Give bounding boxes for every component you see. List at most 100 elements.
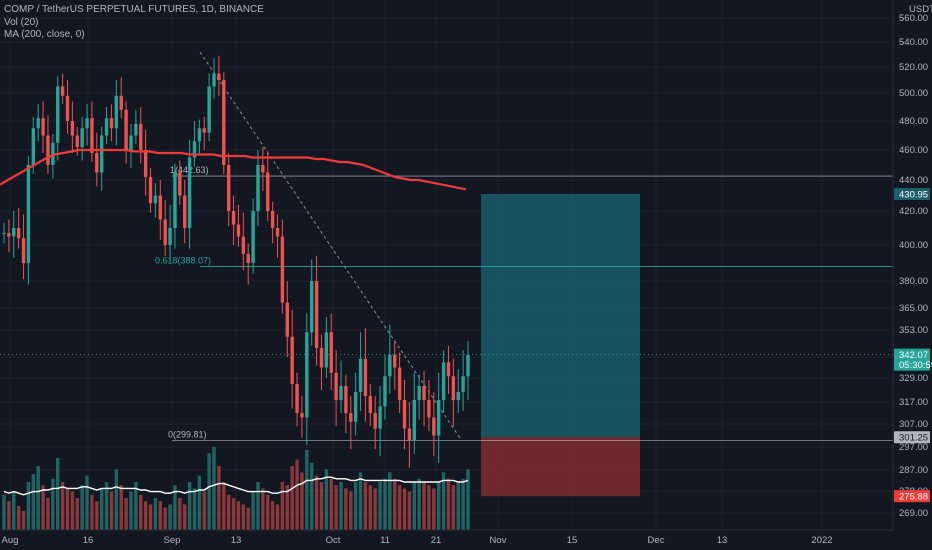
volume-bar: [139, 494, 143, 530]
candle-body: [187, 157, 192, 228]
candle-body: [26, 165, 31, 263]
candle-body: [432, 417, 436, 436]
candle-body: [436, 400, 441, 436]
volume-bar: [295, 459, 299, 530]
candle-body: [339, 386, 343, 400]
volume-bar: [256, 482, 260, 530]
time-axis-tick: Nov: [490, 535, 507, 546]
candle-body: [427, 400, 431, 418]
volume-bar: [363, 482, 368, 530]
legend-ma: MA (200, close, 0): [4, 29, 85, 40]
candle-body: [466, 354, 470, 377]
volume-bar: [353, 482, 358, 530]
countdown-badge: 05:30:59: [899, 360, 932, 371]
volume-bar: [7, 501, 11, 530]
candle-body: [236, 224, 241, 237]
volume-bar: [358, 472, 363, 530]
candle-body: [90, 118, 94, 153]
volume-bar: [202, 491, 206, 530]
candle-body: [461, 376, 465, 392]
volume-bar: [305, 450, 309, 530]
candle-body: [31, 128, 36, 165]
volume-bar: [446, 478, 451, 530]
candle-body: [256, 165, 260, 211]
volume-bar: [197, 475, 202, 530]
candle-body: [207, 86, 211, 133]
candle-body: [56, 86, 60, 143]
candle-body: [280, 236, 285, 303]
candle-body: [16, 228, 21, 239]
price-axis-tick: 307.00: [899, 419, 928, 430]
volume-bar: [441, 472, 446, 530]
fib-label-0618: 0.618(388.07): [155, 255, 211, 265]
price-axis-tick: 480.00: [899, 116, 928, 127]
volume-bar: [90, 494, 94, 530]
volume-bar: [393, 478, 397, 530]
candle-body: [358, 358, 363, 392]
volume-bar: [461, 478, 465, 530]
volume-bar: [324, 469, 329, 530]
stop-zone: [481, 437, 640, 497]
chart-legend: COMP / TetherUS PERPETUAL FUTURES, 1D, B…: [4, 4, 264, 42]
volume-bar: [290, 466, 294, 530]
candle-body: [134, 123, 138, 136]
candle-body: [363, 358, 368, 396]
volume-bar: [109, 491, 114, 530]
candle-body: [183, 195, 187, 228]
stop-badge: 275.88: [899, 492, 928, 503]
volume-bar: [402, 488, 407, 530]
volume-bar: [388, 472, 392, 530]
volume-bar: [344, 488, 348, 530]
candle-body: [275, 228, 280, 237]
volume-bar: [21, 510, 26, 530]
candle-body: [451, 376, 456, 400]
candle-body: [368, 396, 373, 413]
candle-body: [212, 73, 216, 87]
volume-bar: [300, 472, 304, 530]
time-axis-tick: 16: [83, 535, 94, 546]
candle-body: [388, 354, 392, 377]
candle-body: [178, 172, 182, 196]
volume-bar: [207, 453, 211, 530]
volume-bar: [95, 501, 99, 530]
candle-body: [124, 109, 128, 150]
volume-bar: [16, 506, 21, 530]
volume-bar: [26, 482, 31, 530]
volume-bar: [436, 482, 441, 530]
candle-body: [173, 172, 177, 228]
volume-bar: [314, 475, 319, 530]
volume-bar: [451, 485, 456, 530]
volume-bar: [12, 491, 16, 530]
volume-bar: [373, 488, 377, 530]
entry-badge-bg: [894, 431, 930, 444]
candle-body: [168, 228, 172, 245]
candle-body: [163, 219, 167, 245]
price-axis-tick: 520.00: [899, 62, 928, 73]
volume-ma-line: [3, 476, 469, 496]
candle-body: [241, 236, 246, 254]
time-axis-tick: 11: [380, 535, 390, 546]
candle-body: [222, 80, 226, 165]
candle-body: [353, 392, 358, 422]
volume-bar: [383, 478, 387, 530]
candle-body: [119, 95, 123, 110]
candle-body: [109, 118, 114, 129]
candle-body: [60, 86, 65, 96]
candle-body: [261, 165, 265, 173]
candle-body: [310, 281, 314, 333]
volume-bar: [75, 498, 79, 530]
candle-body: [36, 118, 40, 129]
target-badge-bg: [894, 188, 930, 201]
volume-bar: [466, 469, 470, 530]
candle-body: [197, 128, 202, 142]
volume-bar: [334, 485, 338, 530]
candle-body: [402, 400, 407, 429]
volume-bar: [329, 478, 333, 530]
time-axis-tick: Aug: [2, 535, 19, 546]
candle-body: [251, 211, 255, 263]
volume-bar: [85, 475, 89, 530]
candle-body: [383, 376, 387, 407]
volume-bar: [119, 485, 123, 530]
